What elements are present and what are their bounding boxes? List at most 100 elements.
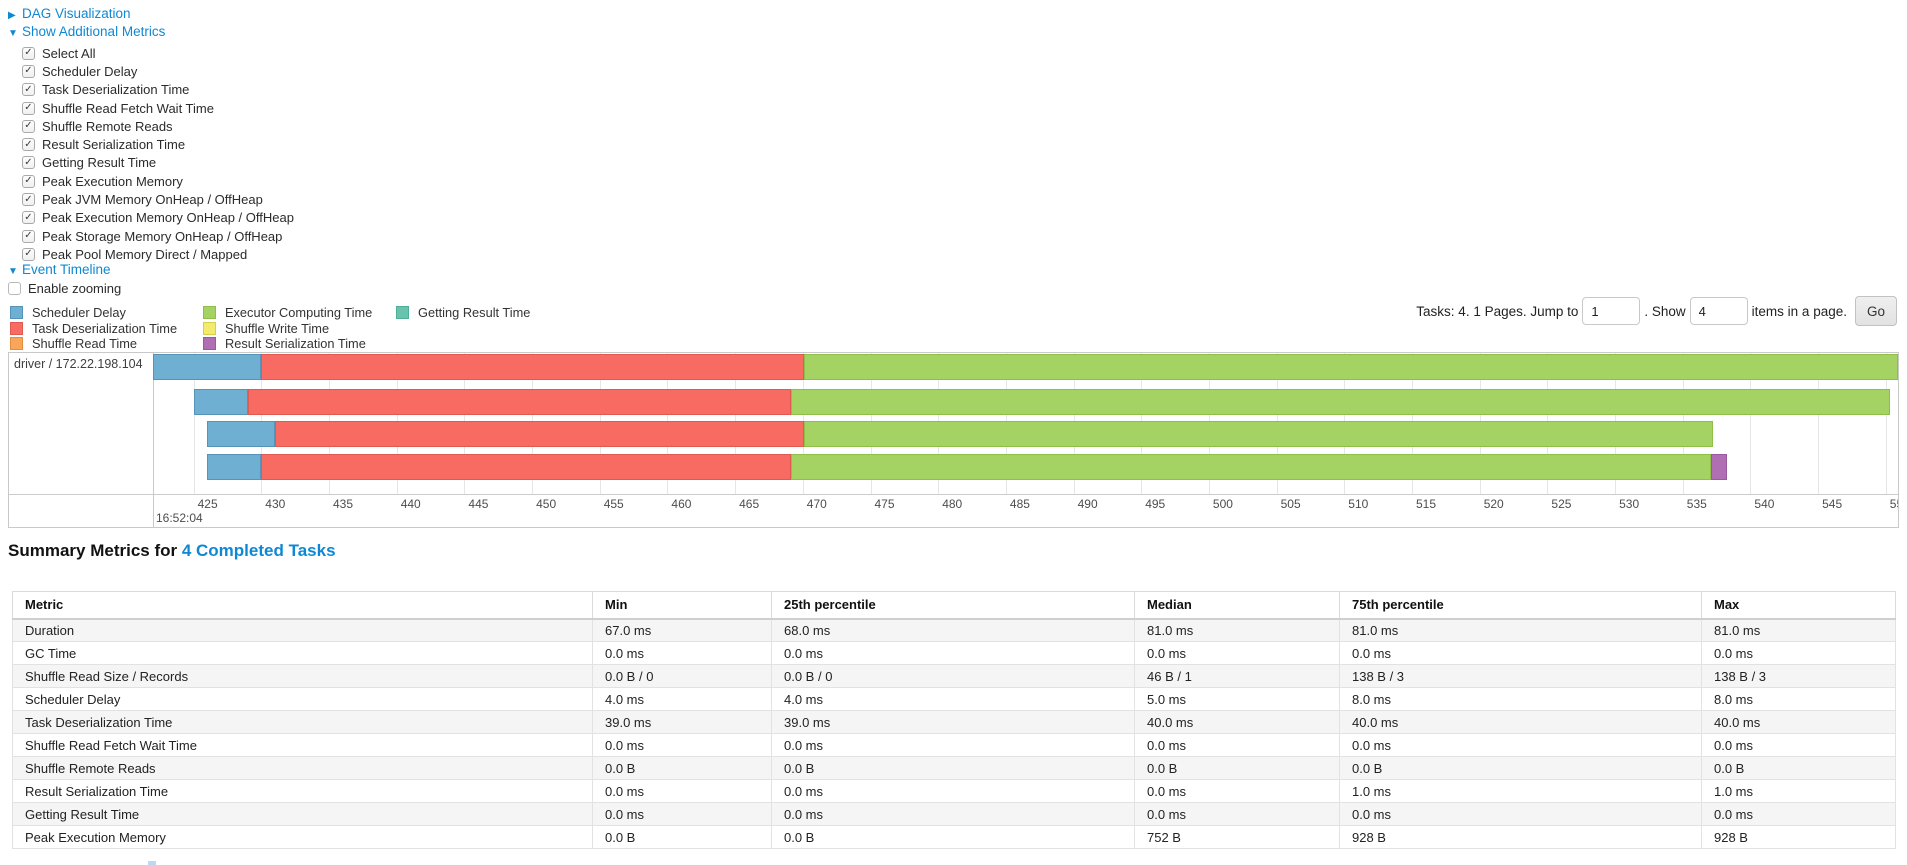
jump-to-page-input[interactable] [1582,297,1641,325]
metric-name-cell: Result Serialization Time [12,779,593,803]
metric-value-cell: 0.0 ms [1134,733,1340,757]
task-bar-segment-executor-computing[interactable] [790,454,1712,480]
metric-value-cell: 0.0 B / 0 [771,664,1135,688]
metric-checkbox-peak-storage-memory-onheap-offheap[interactable]: ✓ [22,229,35,243]
task-bar-segment-scheduler-delay[interactable] [207,421,275,447]
metric-checkbox-label: Peak Execution Memory [42,173,183,189]
metric-checkbox-peak-jvm-memory-onheap-offheap[interactable]: ✓ [22,193,35,207]
metric-checkbox-row: ✓ Task Deserialization Time [22,81,294,99]
triangle-down-icon: ▼ [8,266,18,277]
metric-value-cell: 0.0 ms [592,779,772,803]
metric-value-cell: 4.0 ms [592,687,772,711]
metric-value-cell: 1.0 ms [1701,779,1896,803]
label-column-divider [153,353,154,527]
task-bar-task-2 [9,389,1898,415]
metric-name-cell: Shuffle Read Size / Records [12,664,593,688]
metric-name-cell: Duration [12,618,593,642]
task-bar-segment-scheduler-delay[interactable] [193,389,248,415]
table-row: GC Time 0.0 ms 0.0 ms 0.0 ms 0.0 ms 0.0 ms [12,641,1896,665]
dag-visualization-toggle[interactable]: ▶ DAG Visualization [8,6,131,21]
event-timeline-toggle[interactable]: ▼ Event Timeline [8,262,111,277]
metric-checkbox-shuffle-remote-reads[interactable]: ✓ [22,119,35,133]
metric-value-cell: 0.0 ms [1339,641,1702,665]
metric-value-cell: 928 B [1339,825,1702,849]
metric-value-cell: 39.0 ms [771,710,1135,734]
metric-value-cell: 0.0 B [1339,756,1702,780]
metric-checkbox-row: ✓ Getting Result Time [22,154,294,172]
x-tick-label: 485 [1009,497,1030,511]
x-tick-label: 445 [468,497,489,511]
metric-name-cell: Task Deserialization Time [12,710,593,734]
metric-checkbox-scheduler-delay[interactable]: ✓ [22,64,35,78]
completed-tasks-link[interactable]: 4 Completed Tasks [181,541,336,560]
metric-checkbox-row: ✓ Peak Pool Memory Direct / Mapped [22,245,294,263]
x-axis-line [9,494,1898,495]
metric-checkbox-peak-execution-memory-onheap-offheap[interactable]: ✓ [22,211,35,225]
x-tick-label: 425 [197,497,218,511]
enable-zooming-checkbox[interactable] [8,282,21,295]
clipped-element [148,861,156,865]
task-bar-segment-task-deserialization[interactable] [261,454,791,480]
metric-value-cell: 138 B / 3 [1339,664,1702,688]
metric-value-cell: 8.0 ms [1701,687,1896,711]
metric-checkbox-label: Shuffle Read Fetch Wait Time [42,100,214,116]
x-tick-label: 480 [942,497,963,511]
metric-checkbox-shuffle-read-fetch-wait-time[interactable]: ✓ [22,101,35,115]
x-tick-label: 460 [671,497,692,511]
task-bar-segment-scheduler-delay[interactable] [207,454,262,480]
task-bar-segment-executor-computing[interactable] [804,354,1898,380]
metric-checkbox-row: ✓ Select All [22,44,294,62]
timeline-legend: Scheduler Delay Task Deserialization Time… [10,305,576,352]
x-tick-label: 540 [1754,497,1775,511]
metric-checkbox-row: ✓ Shuffle Remote Reads [22,117,294,135]
table-row: Getting Result Time 0.0 ms 0.0 ms 0.0 ms 0.0… [12,802,1896,826]
metric-name-cell: Shuffle Remote Reads [12,756,593,780]
task-bar-segment-executor-computing[interactable] [790,389,1890,415]
metric-value-cell: 40.0 ms [1134,710,1340,734]
legend-swatch-result-serialization [203,337,216,351]
show-additional-metrics-label: Show Additional Metrics [22,24,166,39]
legend-item-shuffle-read: Shuffle Read Time [10,336,203,352]
metric-value-cell: 0.0 ms [592,733,772,757]
task-bar-segment-task-deserialization[interactable] [247,389,791,415]
metric-value-cell: 5.0 ms [1134,687,1340,711]
legend-label: Scheduler Delay [32,305,126,321]
metric-value-cell: 1.0 ms [1339,779,1702,803]
metric-checkbox-label: Peak Pool Memory Direct / Mapped [42,246,248,262]
metric-name-cell: Scheduler Delay [12,687,593,711]
task-bar-segment-task-deserialization[interactable] [274,421,805,447]
legend-swatch-scheduler-delay [10,306,23,320]
task-bar-segment-result-serialization[interactable] [1711,454,1728,480]
metric-value-cell: 0.0 ms [771,779,1135,803]
x-tick-label: 455 [603,497,624,511]
metric-checkbox-getting-result-time[interactable]: ✓ [22,156,35,170]
metric-checkbox-label: Peak Storage Memory OnHeap / OffHeap [42,228,283,244]
metric-value-cell: 0.0 ms [1701,641,1896,665]
items-per-page-input[interactable] [1689,297,1748,325]
metric-value-cell: 40.0 ms [1339,710,1702,734]
task-bar-segment-executor-computing[interactable] [804,421,1713,447]
task-bar-segment-task-deserialization[interactable] [261,354,805,380]
metric-checkbox-peak-execution-memory[interactable]: ✓ [22,174,35,188]
metric-value-cell: 39.0 ms [592,710,772,734]
metric-checkbox-peak-pool-memory-direct-mapped[interactable]: ✓ [22,247,35,261]
table-row: Duration 67.0 ms 68.0 ms 81.0 ms 81.0 ms 81.0… [12,618,1896,642]
metric-value-cell: 0.0 ms [592,802,772,826]
axis-base-time-label: 16:52:04 [156,511,203,525]
legend-swatch-shuffle-read [10,337,23,351]
metric-checkbox-result-serialization-time[interactable]: ✓ [22,138,35,152]
x-gridline [1818,353,1820,494]
metric-checkbox-select-all[interactable]: ✓ [22,46,35,60]
x-tick-label: 475 [874,497,895,511]
task-bar-segment-scheduler-delay[interactable] [153,354,262,380]
additional-metrics-list: ✓ Select All ✓ Scheduler Delay ✓ Task Deseria… [22,44,294,264]
metric-checkbox-label: Scheduler Delay [42,63,138,79]
summary-metrics-table: Metric Min 25th percentile Median 75th perce… [12,591,1896,849]
go-button[interactable]: Go [1854,296,1897,326]
table-row: Peak Execution Memory 0.0 B 0.0 B 752 B 928 … [12,825,1896,849]
table-row: Result Serialization Time 0.0 ms 0.0 ms 0.0… [12,779,1896,803]
metric-checkbox-task-deserialization-time[interactable]: ✓ [22,83,35,97]
legend-swatch-getting-result [396,306,409,320]
show-additional-metrics-toggle[interactable]: ▼ Show Additional Metrics [8,24,165,39]
